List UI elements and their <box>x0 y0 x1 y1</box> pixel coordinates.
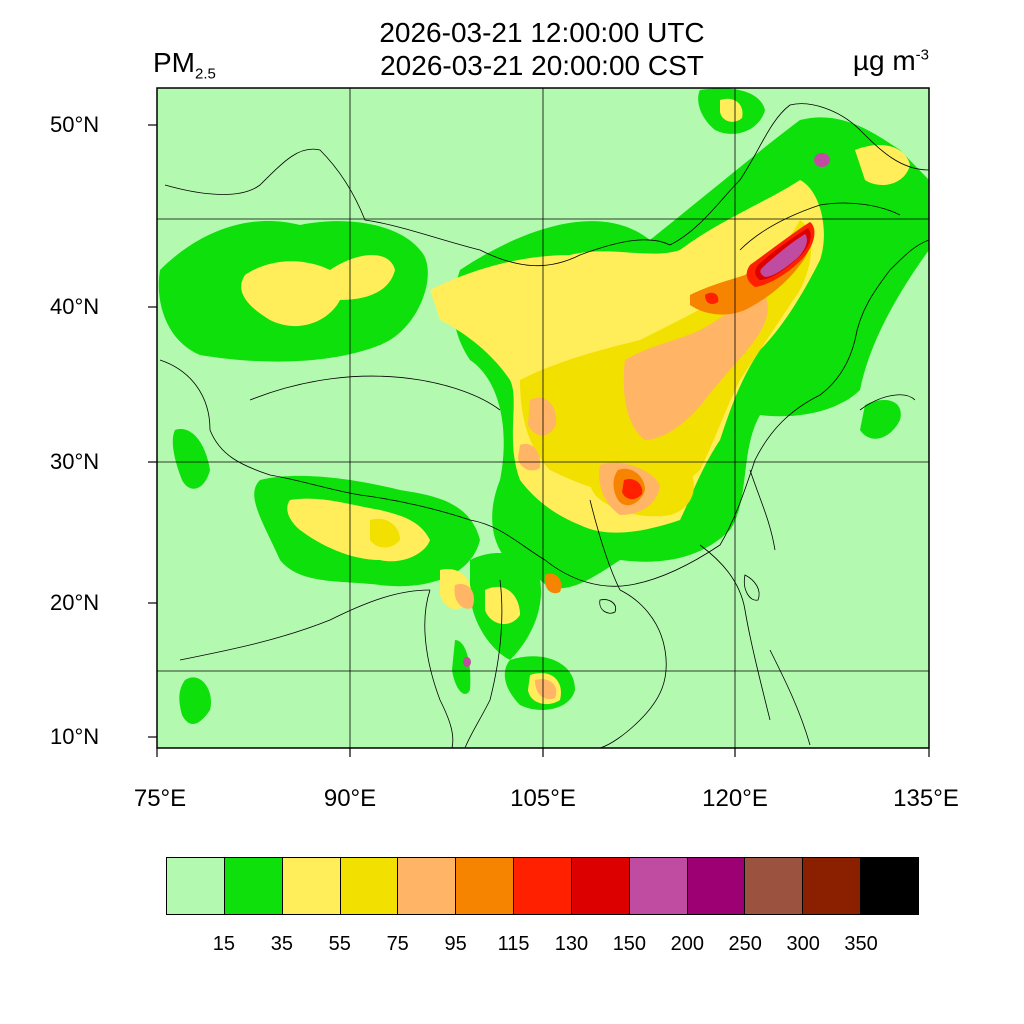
lat-label-50: 50°N <box>50 112 100 137</box>
colorbar-swatch-1 <box>224 858 283 914</box>
colorbar-label-350: 350 <box>844 933 878 955</box>
lon-label-120: 120°E <box>702 785 768 812</box>
lon-label-135: 135°E <box>893 785 959 812</box>
colorbar-swatch-6 <box>514 858 572 914</box>
colorbar-swatch-4 <box>398 858 457 914</box>
colorbar-label-55: 55 <box>328 933 351 955</box>
unit-text: µg m <box>852 45 916 76</box>
graticule <box>157 88 929 748</box>
colorbar-swatch-8 <box>629 858 688 914</box>
colorbar-label-95: 95 <box>444 933 467 955</box>
colorbar-swatch-11 <box>803 858 862 914</box>
colorbar-label-35: 35 <box>270 933 293 955</box>
map-title-cst: 2026-03-21 20:00:00 CST <box>380 50 704 81</box>
colorbar-label-115: 115 <box>497 933 530 955</box>
unit-superscript: -3 <box>915 46 929 64</box>
lon-label-105: 105°E <box>510 785 576 812</box>
axis-ticks <box>148 124 930 757</box>
map-title-utc: 2026-03-21 12:00:00 UTC <box>379 17 705 48</box>
pm-level-75-95 <box>454 290 768 700</box>
lon-label-90: 90°E <box>323 785 377 812</box>
colorbar-swatch-0 <box>167 858 225 914</box>
lat-label-10: 10°N <box>50 724 100 749</box>
colorbar-swatch-2 <box>282 858 341 914</box>
colorbar-label-15: 15 <box>212 933 236 955</box>
lat-label-40: 40°N <box>50 294 100 319</box>
colorbar-swatch-10 <box>745 858 804 914</box>
pm-level-150-200 <box>463 153 830 667</box>
variable-name: PM <box>153 47 195 78</box>
colorbar-swatch-5 <box>456 858 515 914</box>
lon-label-75: 75°E <box>133 785 187 812</box>
colorbar-swatch-9 <box>687 858 746 914</box>
map-boundaries <box>159 103 929 748</box>
unit-label: µg m-3 <box>853 45 929 77</box>
map-area <box>157 88 929 748</box>
colorbar-label-150: 150 <box>612 933 647 955</box>
variable-subscript: 2.5 <box>195 65 216 83</box>
colorbar-label-300: 300 <box>786 933 820 955</box>
colorbar-label-200: 200 <box>670 933 704 955</box>
colorbar <box>166 857 919 915</box>
variable-label: PM2.5 <box>153 47 216 83</box>
colorbar-swatch-7 <box>571 858 630 914</box>
colorbar-label-75: 75 <box>386 933 409 955</box>
colorbar-label-130: 130 <box>554 933 589 955</box>
colorbar-swatch-12 <box>861 858 918 914</box>
colorbar-label-250: 250 <box>728 933 762 955</box>
lat-label-20: 20°N <box>50 590 100 615</box>
lat-label-30: 30°N <box>50 449 100 474</box>
colorbar-swatch-3 <box>340 858 399 914</box>
